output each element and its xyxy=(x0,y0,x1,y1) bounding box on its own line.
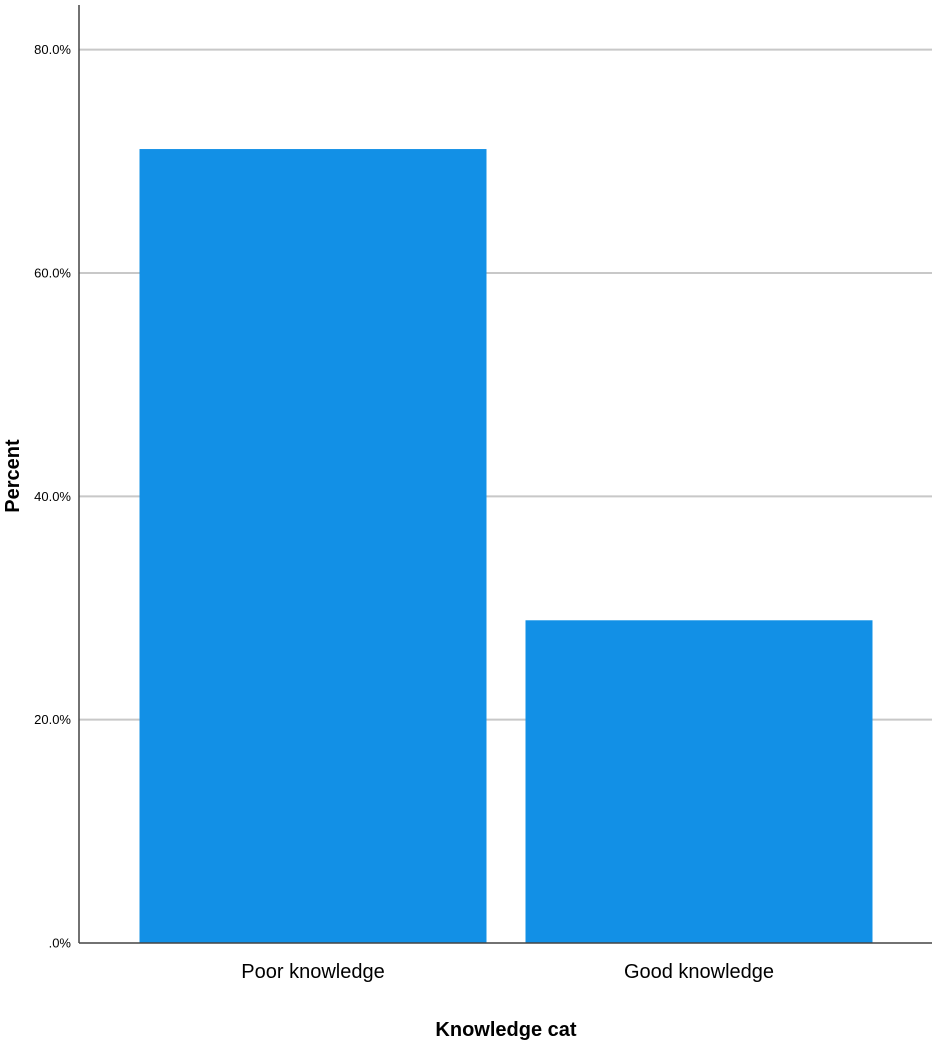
y-tick-label: .0% xyxy=(49,936,72,951)
x-tick-label: Poor knowledge xyxy=(241,961,384,983)
y-tick-label: 80.0% xyxy=(34,42,71,57)
axes xyxy=(78,5,932,944)
bar-poor-knowledge xyxy=(139,149,487,944)
bars xyxy=(139,149,873,944)
y-tick-label: 40.0% xyxy=(34,489,71,504)
x-tick-labels: Poor knowledge Good knowledge xyxy=(241,961,774,983)
y-tick-labels: .0% 20.0% 40.0% 60.0% 80.0% xyxy=(34,42,71,950)
x-axis-title: Knowledge cat xyxy=(435,1019,576,1041)
y-tick-label: 60.0% xyxy=(34,266,71,281)
y-axis-title: Percent xyxy=(2,439,24,513)
x-tick-label: Good knowledge xyxy=(624,961,774,983)
bar-good-knowledge xyxy=(525,620,873,943)
y-tick-label: 20.0% xyxy=(34,712,71,727)
